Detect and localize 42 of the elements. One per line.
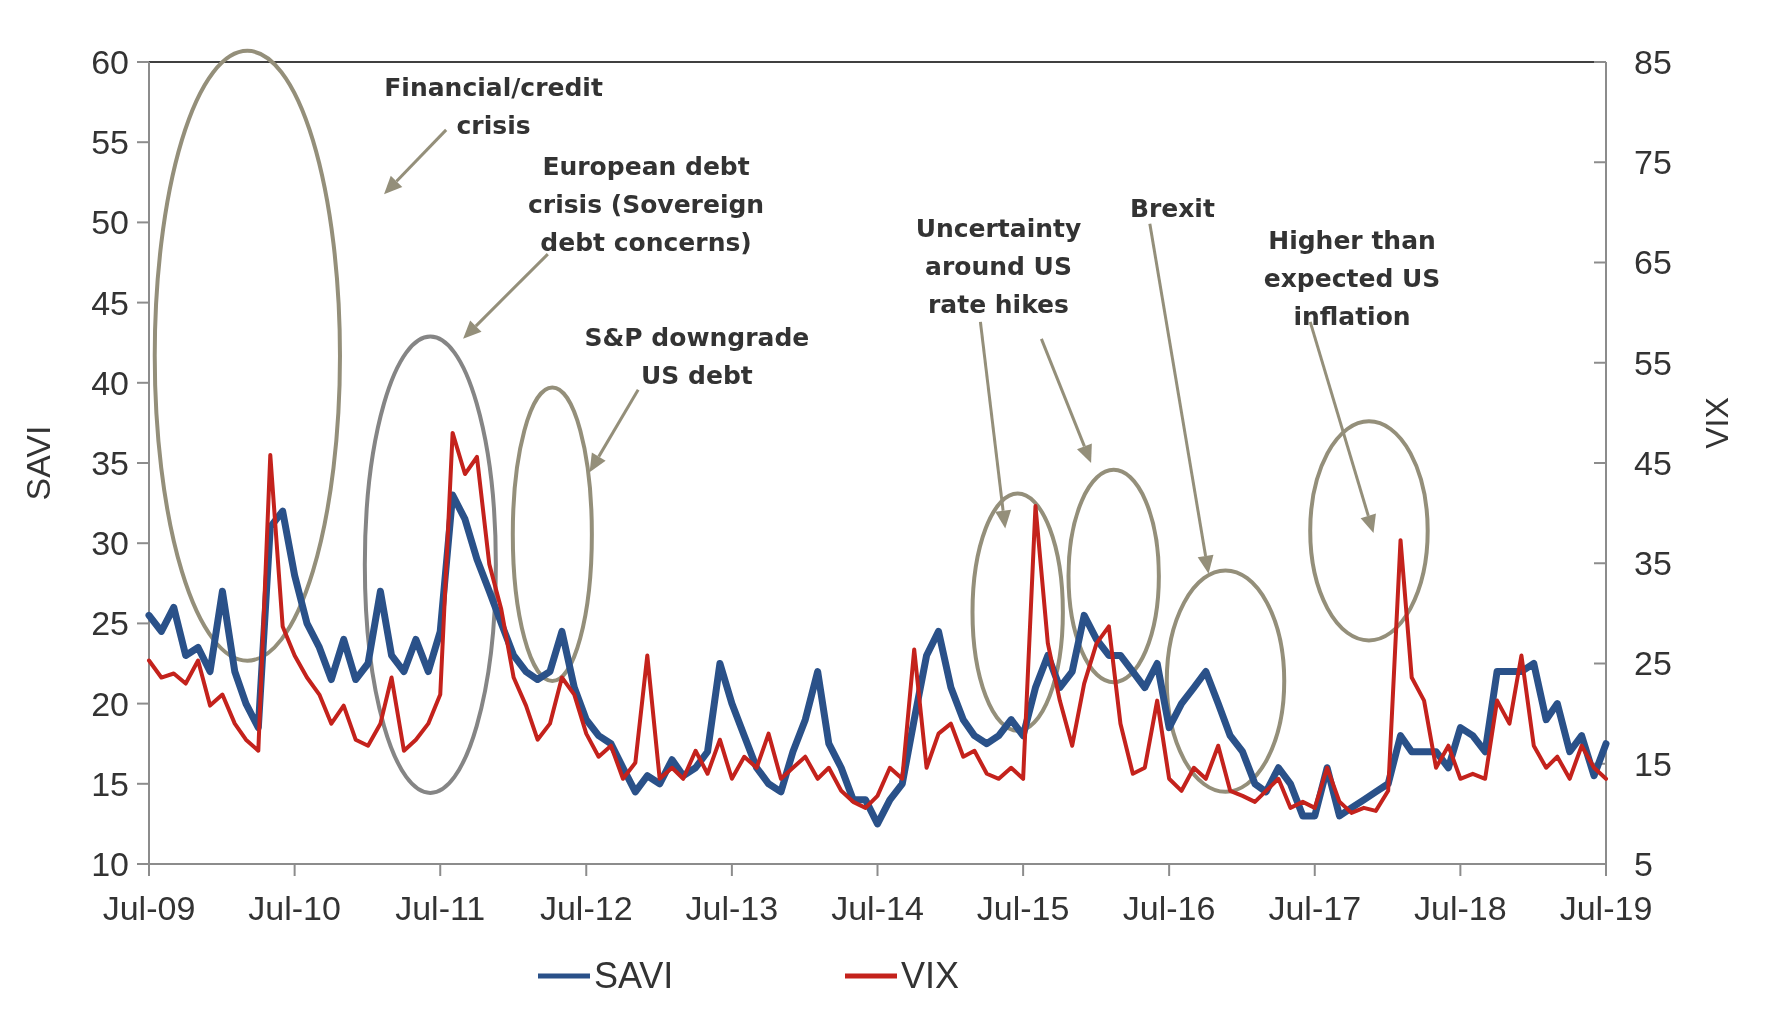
y-tick-label: 40 <box>91 363 129 402</box>
y2-tick-label: 5 <box>1634 844 1653 883</box>
x-tick-label: Jul-19 <box>1559 889 1653 927</box>
y-tick-label: 55 <box>91 123 129 162</box>
y-tick-label: 15 <box>91 764 129 803</box>
x-tick-label: Jul-12 <box>539 889 633 927</box>
x-tick-label: Jul-11 <box>395 889 486 927</box>
y-tick-label: 30 <box>91 524 129 563</box>
y-tick-label: 45 <box>91 283 129 322</box>
y2-tick-label: 85 <box>1634 42 1672 81</box>
y-tick-label: 10 <box>91 844 129 883</box>
y2-tick-label: 55 <box>1634 343 1672 382</box>
x-tick-label: Jul-09 <box>102 889 196 927</box>
x-tick-label: Jul-10 <box>248 889 341 927</box>
x-tick-label: Jul-18 <box>1414 889 1507 927</box>
y-axis-title: SAVI <box>19 425 57 501</box>
annotation: European debt crisis (Sovereign debt concerns) <box>527 151 765 257</box>
x-tick-label: Jul-13 <box>685 889 779 927</box>
y-tick-label: 25 <box>91 604 129 643</box>
x-tick-label: Jul-16 <box>1122 889 1216 927</box>
y-tick-label: 35 <box>91 443 129 482</box>
y2-tick-label: 45 <box>1634 443 1672 482</box>
line-series <box>147 430 1608 815</box>
x-tick-label: Jul-14 <box>831 889 924 927</box>
x-tick-label: Jul-17 <box>1268 889 1362 927</box>
y-tick-label: 60 <box>91 42 129 81</box>
y2-tick-label: 65 <box>1634 243 1672 282</box>
legend-label: VIX <box>901 955 960 996</box>
annotation: Financial/credit crisis <box>384 72 603 140</box>
annotation: S&P downgrade US debt <box>584 323 810 391</box>
annotation: Higher than expected US inflation <box>1263 226 1441 332</box>
legend-label: SAVI <box>594 955 674 996</box>
y2-tick-label: 35 <box>1634 544 1672 583</box>
y-tick-label: 50 <box>91 203 129 242</box>
annotation: Uncertainty around US rate hikes <box>915 213 1082 319</box>
y2-tick-label: 25 <box>1634 644 1672 683</box>
y2-tick-label: 75 <box>1634 143 1672 182</box>
y2-tick-label: 15 <box>1634 744 1672 783</box>
annotation: Brexit <box>1129 193 1215 223</box>
x-tick-label: Jul-15 <box>976 889 1070 927</box>
y-tick-label: 20 <box>91 684 129 723</box>
y2-axis-title: VIX <box>1699 397 1735 449</box>
